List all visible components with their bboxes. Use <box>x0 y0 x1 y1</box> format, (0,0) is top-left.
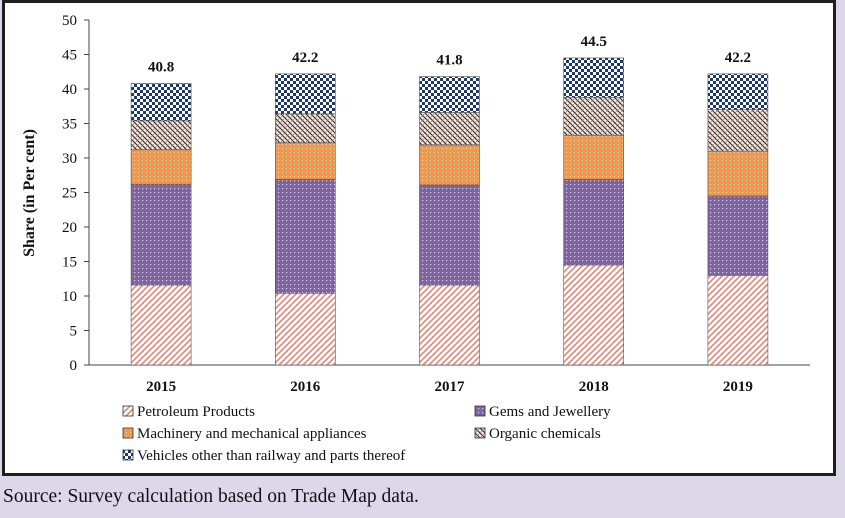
y-tick-label: 30 <box>62 151 77 167</box>
total-label-2017: 41.8 <box>436 53 462 69</box>
bar-segment-2015-organic-chemicals <box>130 120 192 151</box>
bar-segment-2019-gems-and-jewellery <box>707 195 769 276</box>
x-tick-label-2016: 2016 <box>290 379 321 395</box>
x-tick-label-2015: 2015 <box>146 379 176 395</box>
total-label-2016: 42.2 <box>292 50 318 66</box>
total-label-2019: 42.2 <box>725 50 751 66</box>
legend-label-vehicles-other-than-railway-and-parts-thereof: Vehicles other than railway and parts th… <box>137 448 405 464</box>
source-note: Source: Survey calculation based on Trad… <box>3 486 419 507</box>
bar-segment-2018-vehicles-other-than-railway-and-parts-thereof <box>563 57 625 98</box>
legend-label-organic-chemicals: Organic chemicals <box>489 426 601 442</box>
legend-label-petroleum-products: Petroleum Products <box>137 404 255 420</box>
x-tick-label-2017: 2017 <box>435 379 466 395</box>
bar-segment-2017-vehicles-other-than-railway-and-parts-thereof <box>419 76 480 113</box>
y-tick-label: 45 <box>62 48 77 64</box>
legend-swatch-vehicles-other-than-railway-and-parts-thereof <box>122 449 134 461</box>
legend-label-machinery-and-mechanical-appliances: Machinery and mechanical appliances <box>137 426 367 442</box>
bar-segment-2016-gems-and-jewellery <box>274 179 336 294</box>
legend-label-gems-and-jewellery: Gems and Jewellery <box>489 404 611 420</box>
bar-segment-2017-organic-chemicals <box>419 112 480 146</box>
y-tick-label: 50 <box>62 13 77 29</box>
bar-segment-2015-gems-and-jewellery <box>130 183 192 286</box>
bar-segment-2015-petroleum-products <box>130 284 192 366</box>
legend-swatch-organic-chemicals <box>474 427 486 439</box>
y-tick-label: 40 <box>62 82 77 98</box>
bar-segment-2019-machinery-and-mechanical-appliances <box>707 150 769 197</box>
bar-segment-2016-organic-chemicals <box>274 113 336 144</box>
bar-segment-2017-machinery-and-mechanical-appliances <box>419 144 480 186</box>
y-tick-label: 0 <box>70 358 78 374</box>
y-axis-label: Share (in Per cent) <box>21 129 38 257</box>
legend-swatch-petroleum-products <box>122 405 134 417</box>
bar-segment-2016-petroleum-products <box>274 292 336 366</box>
legend-swatch-machinery-and-mechanical-appliances <box>122 427 134 439</box>
bar-segment-2018-petroleum-products <box>563 264 625 366</box>
y-tick-label: 10 <box>62 289 77 305</box>
bar-segment-2019-vehicles-other-than-railway-and-parts-thereof <box>707 73 769 111</box>
x-tick-label-2018: 2018 <box>579 379 609 395</box>
bar-segment-2017-gems-and-jewellery <box>419 184 480 286</box>
bar-segment-2019-organic-chemicals <box>707 109 769 152</box>
chart-frame: 0 5 10 15 20 25 30 35 40 45 50 Share (in Per cent) 4… <box>2 0 836 476</box>
y-tick-label: 25 <box>62 186 77 202</box>
bar-segment-2019-petroleum-products <box>707 274 769 366</box>
y-tick-label: 35 <box>62 117 77 133</box>
total-label-2018: 44.5 <box>581 34 607 50</box>
bar-segment-2015-vehicles-other-than-railway-and-parts-thereof <box>130 83 192 122</box>
bar-segment-2016-machinery-and-mechanical-appliances <box>274 142 336 180</box>
bar-segment-2015-machinery-and-mechanical-appliances <box>130 149 192 185</box>
total-label-2015: 40.8 <box>148 59 174 75</box>
bar-segment-2016-vehicles-other-than-railway-and-parts-thereof <box>274 73 336 115</box>
bar-segment-2018-organic-chemicals <box>563 96 625 136</box>
y-tick-label: 15 <box>62 255 77 271</box>
bar-segment-2018-gems-and-jewellery <box>563 179 625 266</box>
y-tick-label: 5 <box>70 324 78 340</box>
y-tick-label: 20 <box>62 220 77 236</box>
bar-segment-2017-petroleum-products <box>419 284 480 366</box>
stacked-bar-chart: 0 5 10 15 20 25 30 35 40 45 50 Share (in Per cent) 4… <box>21 13 810 464</box>
legend-swatch-gems-and-jewellery <box>474 405 486 417</box>
bar-segment-2018-machinery-and-mechanical-appliances <box>563 134 625 180</box>
x-tick-label-2019: 2019 <box>723 379 753 395</box>
